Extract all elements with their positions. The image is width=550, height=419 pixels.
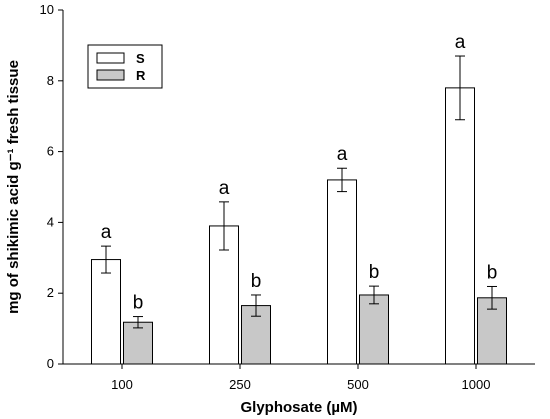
y-axis-title: mg of shikimic acid g⁻¹ fresh tissue: [5, 60, 22, 314]
bar-r-100: [123, 321, 153, 365]
error-bar-r-500: [369, 285, 379, 305]
error-bar-s-1000: [455, 55, 465, 121]
legend-swatch-s: [96, 52, 125, 64]
x-axis-ticks: 100 250 500 1000: [111, 364, 490, 392]
significance-label: a: [219, 178, 230, 199]
significance-labels: a a a a b b b b: [101, 32, 498, 314]
error-bar-r-1000: [487, 285, 497, 310]
x-tick-label: 250: [229, 377, 251, 392]
significance-label: a: [101, 222, 112, 243]
bar-s-1000: [445, 87, 475, 365]
y-tick-label: 4: [47, 214, 54, 229]
y-tick-label: 6: [47, 144, 54, 159]
x-tick-label: 1000: [462, 377, 491, 392]
significance-label: b: [487, 262, 498, 283]
y-axis-ticks: 0 2 4 6 8 10: [40, 2, 63, 371]
x-axis-title: Glyphosate (µM): [241, 399, 358, 416]
significance-label: b: [251, 271, 262, 292]
error-bar-r-100: [133, 316, 143, 329]
bar-r-500: [359, 294, 389, 365]
y-tick-label: 10: [40, 2, 54, 17]
error-bar-s-500: [337, 167, 347, 193]
error-bars: [101, 55, 497, 329]
significance-label: b: [133, 293, 144, 314]
y-tick-label: 8: [47, 73, 54, 88]
y-tick-label: 0: [47, 356, 54, 371]
x-tick-label: 500: [347, 377, 369, 392]
legend-swatch-r: [96, 69, 125, 81]
legend: S R: [87, 44, 163, 89]
bars: [91, 87, 507, 365]
error-bar-s-250: [219, 201, 229, 251]
significance-label: a: [455, 32, 466, 53]
error-bar-r-250: [251, 294, 261, 317]
x-tick-label: 100: [111, 377, 133, 392]
bar-s-100: [91, 259, 121, 365]
error-bar-s-100: [101, 245, 111, 274]
y-tick-label: 2: [47, 285, 54, 300]
legend-label-r: R: [136, 68, 146, 83]
bar-s-500: [327, 179, 357, 365]
significance-label: a: [337, 144, 348, 165]
legend-box: [87, 44, 163, 89]
significance-label: b: [369, 262, 380, 283]
legend-label-s: S: [136, 51, 145, 66]
